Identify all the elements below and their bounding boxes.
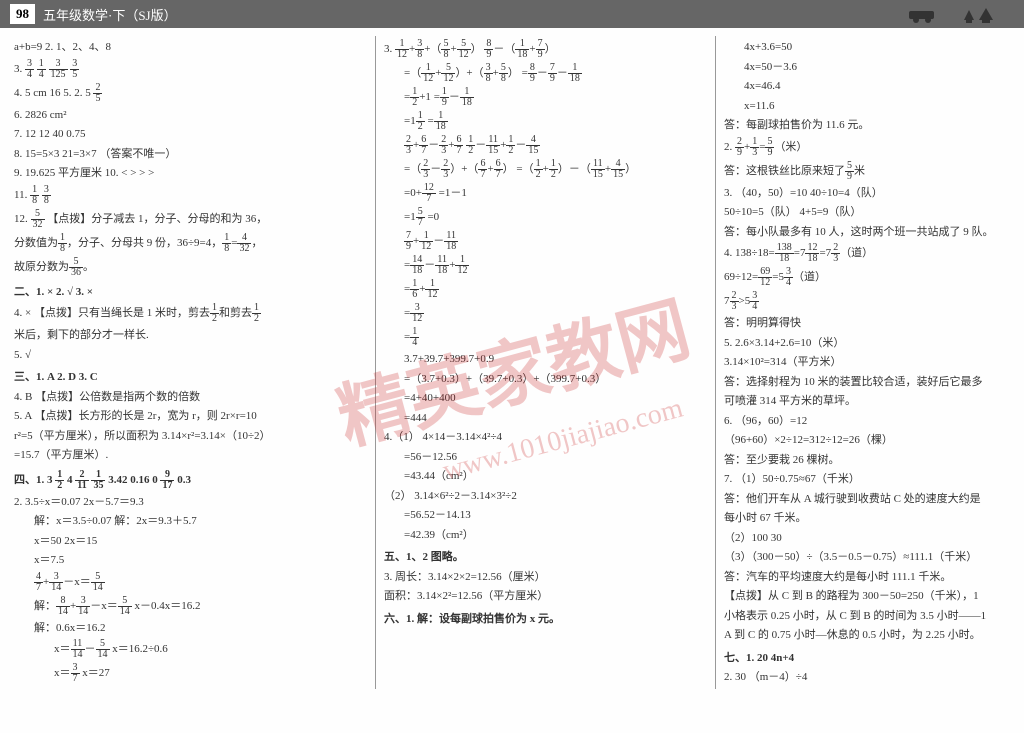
- text-line: =43.44（cm²）: [384, 468, 707, 485]
- text-line: 2. 29+13=59（米）: [724, 137, 1008, 158]
- text-line: 可喷灌 314 平方米的草坪。: [724, 393, 1008, 410]
- text-line: 23+67－23+67 12－1115+12－415: [384, 135, 707, 156]
- text-line: x=11.6: [724, 98, 1008, 115]
- text-line: 米后，剩下的部分才一样长.: [14, 327, 367, 344]
- house-icon: [954, 5, 1004, 25]
- text-line: （2）100 30: [724, 530, 1008, 547]
- column-1: a+b=9 2. 1、2、4、8 3. 34 14 3125 35 4. 5 c…: [6, 36, 376, 689]
- text-line: 3. 112+38+（58+512） 89－（118+79）: [384, 39, 707, 60]
- text-line: 3.14×10²=314（平方米）: [724, 354, 1008, 371]
- text-line: 11. 18 38: [14, 185, 367, 206]
- text-line: 4x=46.4: [724, 78, 1008, 95]
- text-line: 2. 3.5÷x＝0.07 2x－5.7＝9.3: [14, 494, 367, 511]
- text-line: =112 =118: [384, 111, 707, 132]
- text-line: 4. 138÷18=13818=71218=723（道）: [724, 243, 1008, 264]
- text-line: =12+1 =19－118: [384, 87, 707, 108]
- text-line: 答：明明算得快: [724, 315, 1008, 332]
- text-line: 9. 19.625 平方厘米 10. < > > >: [14, 165, 367, 182]
- text-line: =56.52－14.13: [384, 507, 707, 524]
- text-line: 3. 周长：3.14×2×2=12.56（厘米）: [384, 569, 707, 586]
- text-line: =16+112: [384, 279, 707, 300]
- text-line: 79+112－1118: [384, 231, 707, 252]
- text-line: 4. × 【点拨】只有当绳长是 1 米时，剪去12和剪去12: [14, 303, 367, 324]
- text-line: 12. 532 【点拨】分子减去 1，分子、分母的和为 36，: [14, 209, 367, 230]
- column-2: 3. 112+38+（58+512） 89－（118+79） =（112+512…: [376, 36, 716, 689]
- text-line: 3. 34 14 3125 35: [14, 59, 367, 80]
- text-line: x＝50 2x＝15: [14, 533, 367, 550]
- text-line: 7. 12 12 40 0.75: [14, 126, 367, 143]
- text-line: （2） 3.14×6²÷2－3.14×3²÷2: [384, 488, 707, 505]
- text-line: x＝7.5: [14, 552, 367, 569]
- text-line: 8. 15=5×3 21=3×7 （答案不唯一）: [14, 146, 367, 163]
- text-line: 3. （40，50）=10 40÷10=4（队）: [724, 185, 1008, 202]
- text-line: =157 =0: [384, 207, 707, 228]
- text-line: 答：至少要栽 26 棵树。: [724, 452, 1008, 469]
- text-line: =1418－1118+112: [384, 255, 707, 276]
- text-line: 解：0.6x＝16.2: [14, 620, 367, 637]
- text-line: =56－12.56: [384, 449, 707, 466]
- section-header: 五、1、2 图略。: [384, 549, 707, 566]
- text-line: a+b=9 2. 1、2、4、8: [14, 39, 367, 56]
- content-area: a+b=9 2. 1、2、4、8 3. 34 14 3125 35 4. 5 c…: [0, 28, 1024, 697]
- page-header: 98 五年级数学·下（SJ版）: [0, 0, 1024, 28]
- column-3: 4x+3.6=50 4x=50－3.6 4x=46.4 x=11.6 答：每副球…: [716, 36, 1016, 689]
- text-line: 分数值为18，分子、分母共 9 份，36÷9=4，18=432，: [14, 233, 367, 254]
- text-line: 答：每小队最多有 10 人，这时两个班一共站成了 9 队。: [724, 224, 1008, 241]
- text-line: 答：这根铁丝比原来短了59米: [724, 161, 1008, 182]
- text-line: 2. 30 （m－4）÷4: [724, 669, 1008, 686]
- text-line: 故原分数为536。: [14, 257, 367, 278]
- text-line: =0+127 =1－1: [384, 183, 707, 204]
- text-line: 小格表示 0.25 小时，从 C 到 B 的时间为 3.5 小时——1: [724, 608, 1008, 625]
- section-header: 四、1. 3 12 4 211 135 3.42 0.16 0 917 0.3: [14, 470, 367, 491]
- text-line: （3）（300－50）÷（3.5－0.5－0.75）≈111.1（千米）: [724, 549, 1008, 566]
- text-line: 4x=50－3.6: [724, 59, 1008, 76]
- text-line: 答：他们开车从 A 城行驶到收费站 C 处的速度大约是: [724, 491, 1008, 508]
- text-line: 5. 2.6×3.14+2.6=10（米）: [724, 335, 1008, 352]
- text-line: 4. B 【点拨】公倍数是指两个数的倍数: [14, 389, 367, 406]
- text-line: 答：每副球拍售价为 11.6 元。: [724, 117, 1008, 134]
- text-line: =444: [384, 410, 707, 427]
- text-line: r²=5（平方厘米），所以面积为 3.14×r²=3.14×（10÷2）: [14, 428, 367, 445]
- text-line: =42.39（cm²）: [384, 527, 707, 544]
- text-line: 4.（1） 4×14－3.14×4²÷4: [384, 429, 707, 446]
- book-title: 五年级数学·下（SJ版）: [43, 5, 177, 24]
- text-line: 4. 5 cm 16 5. 2. 5 25: [14, 83, 367, 104]
- text-line: =15.7（平方厘米）.: [14, 447, 367, 464]
- text-line: 6. （96，60）=12: [724, 413, 1008, 430]
- text-line: =14: [384, 327, 707, 348]
- page-number: 98: [10, 4, 35, 24]
- text-line: 50÷10=5（队） 4+5=9（队）: [724, 204, 1008, 221]
- text-line: =（23－23）+（67+67） =（12+12）－（1115+415）: [384, 159, 707, 180]
- text-line: A 到 C 的 0.75 小时—休息的 0.5 小时，为 2.25 小时。: [724, 627, 1008, 644]
- text-line: 6. 2826 cm²: [14, 107, 367, 124]
- text-line: =（3.7+0.3）+（39.7+0.3）+（399.7+0.3）: [384, 371, 707, 388]
- text-line: 解：x＝3.5÷0.07 解：2x＝9.3＋5.7: [14, 513, 367, 530]
- section-header: 二、1. × 2. √ 3. ×: [14, 284, 367, 301]
- text-line: 69÷12=6912=534（道）: [724, 267, 1008, 288]
- text-line: 723>534: [724, 291, 1008, 312]
- text-line: 5. √: [14, 347, 367, 364]
- car-icon: [904, 5, 944, 23]
- text-line: 答：选择射程为 10 米的装置比较合适，装好后它最多: [724, 374, 1008, 391]
- text-line: x＝37 x＝27: [14, 663, 367, 684]
- text-line: 解：814+314－x＝514 x－0.4x＝16.2: [14, 596, 367, 617]
- text-line: =4+40+400: [384, 390, 707, 407]
- text-line: =312: [384, 303, 707, 324]
- text-line: 5. A 【点拨】长方形的长是 2r，宽为 r，则 2r×r=10: [14, 408, 367, 425]
- text-line: x＝1114－514 x＝16.2÷0.6: [14, 639, 367, 660]
- section-header: 六、1. 解：设每副球拍售价为 x 元。: [384, 611, 707, 628]
- section-header: 三、1. A 2. D 3. C: [14, 369, 367, 386]
- text-line: 47+314－x＝514: [14, 572, 367, 593]
- section-header: 七、1. 20 4n+4: [724, 650, 1008, 667]
- text-line: 每小时 67 千米。: [724, 510, 1008, 527]
- text-line: 【点拨】从 C 到 B 的路程为 300－50=250（千米），1: [724, 588, 1008, 605]
- text-line: 3.7+39.7+399.7+0.9: [384, 351, 707, 368]
- text-line: 面积：3.14×2²=12.56（平方厘米）: [384, 588, 707, 605]
- text-line: 7. （1）50÷0.75≈67（千米）: [724, 471, 1008, 488]
- text-line: 4x+3.6=50: [724, 39, 1008, 56]
- text-line: 答：汽车的平均速度大约是每小时 111.1 千米。: [724, 569, 1008, 586]
- text-line: （96+60）×2÷12=312÷12=26（棵）: [724, 432, 1008, 449]
- text-line: =（112+512）+（38+58） =89－79－118: [384, 63, 707, 84]
